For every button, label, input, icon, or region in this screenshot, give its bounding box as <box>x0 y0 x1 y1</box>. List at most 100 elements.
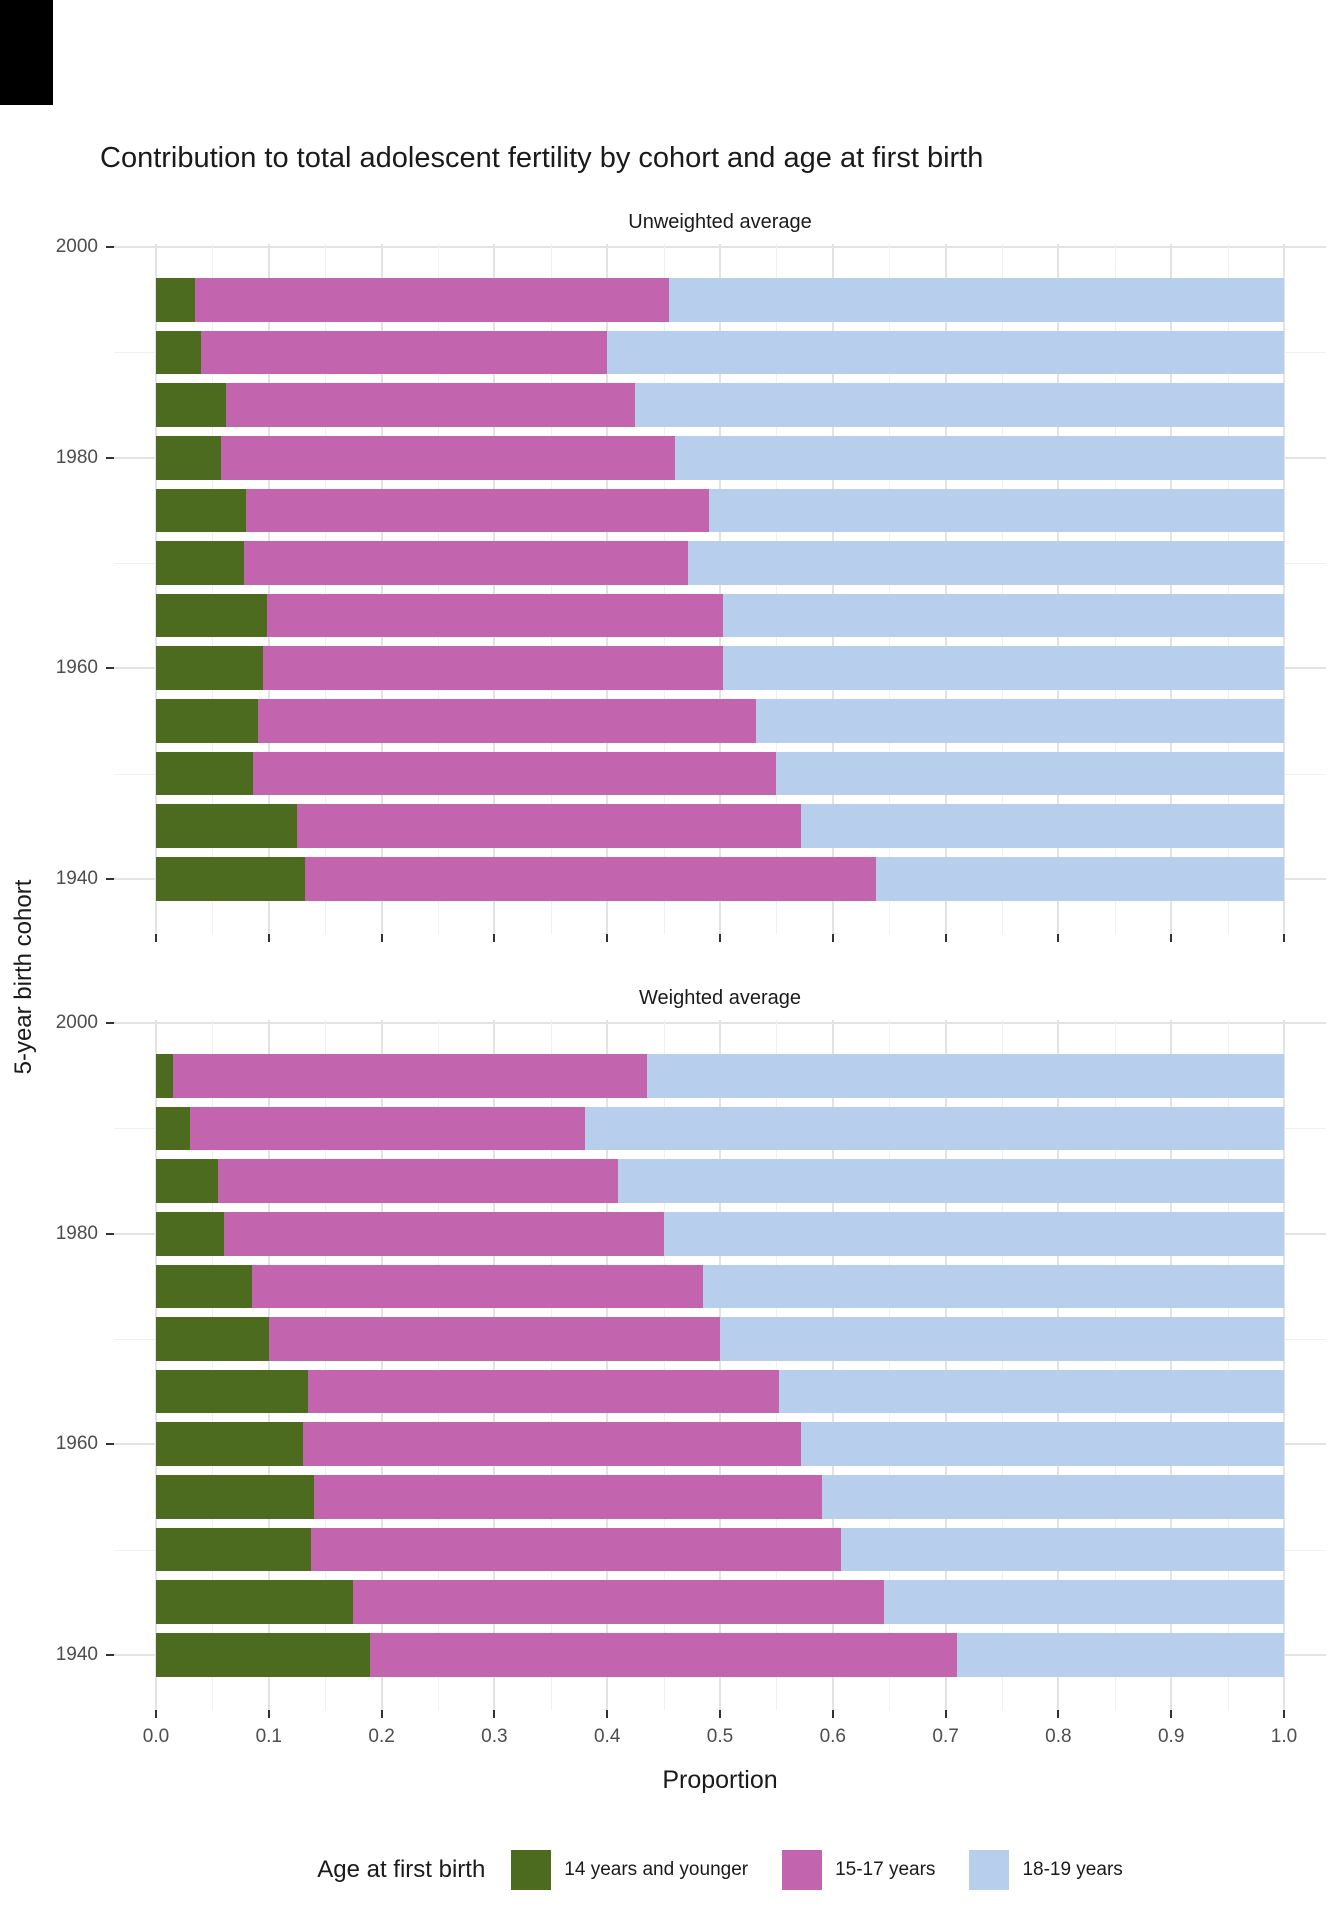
gridline-major <box>719 244 721 934</box>
x-axis-tick <box>944 1710 947 1718</box>
legend-item: 18-19 years <box>969 1850 1123 1890</box>
bar-segment-2 <box>756 699 1284 743</box>
gridline-minor <box>776 1020 778 1710</box>
bar-segment-2 <box>821 1475 1284 1519</box>
gridline-major <box>380 1020 383 1710</box>
gridline-major <box>606 244 609 934</box>
bar-segment-1 <box>195 278 670 322</box>
x-axis-tick <box>1283 934 1285 942</box>
y-axis-labels-weighted: 2000 1980 1960 1940 <box>0 1012 114 1710</box>
bar-segment-2 <box>723 593 1284 638</box>
bar-segment-2 <box>646 1054 1284 1098</box>
bar-segment-1 <box>353 1580 884 1624</box>
gridline-minor <box>1002 1020 1003 1710</box>
y-axis-labels-unweighted: 2000 1980 1960 1940 <box>0 236 114 934</box>
bar-segment-2 <box>663 1211 1284 1256</box>
x-axis-tick <box>1057 934 1060 942</box>
bar-segment-1 <box>221 435 675 480</box>
gridline-major <box>493 1020 496 1710</box>
x-axis-tick <box>606 1710 609 1718</box>
gridline-major <box>267 244 270 934</box>
x-axis-tick <box>155 1710 157 1718</box>
bar-segment-0 <box>156 804 297 848</box>
bar-1960 <box>114 1422 1326 1467</box>
facet-title-weighted: Weighted average <box>639 987 801 1009</box>
legend-key-swatch <box>969 1850 1010 1890</box>
gridline-minor <box>438 1020 439 1710</box>
x-axis-tick <box>1283 1710 1285 1718</box>
bar-1940 <box>114 1633 1326 1677</box>
gridline-major <box>1283 1020 1285 1710</box>
bar-segment-2 <box>708 488 1284 533</box>
x-axis-labels: 0.0 0.1 0.2 0.3 0.4 0.5 0.6 0.7 0.8 0.9 1.0 <box>114 1726 1326 1752</box>
bar-segment-2 <box>776 751 1284 796</box>
bar-segment-1 <box>370 1633 957 1677</box>
bar-1965 <box>114 1369 1326 1414</box>
bar-1985 <box>114 1159 1326 1203</box>
bar-segment-2 <box>618 1159 1284 1203</box>
x-axis-tick <box>493 1710 496 1718</box>
y-axis-tick <box>106 1653 114 1656</box>
x-axis-tick <box>493 934 496 942</box>
bar-segment-1 <box>172 1054 647 1098</box>
x-axis-tick <box>606 934 609 942</box>
x-tick-label: 0.7 <box>932 1726 959 1747</box>
legend-label: 15-17 years <box>835 1859 936 1880</box>
y-axis-tick <box>106 877 114 880</box>
y-tick-label: 1960 <box>55 1433 98 1455</box>
bar-segment-0 <box>156 1580 354 1624</box>
x-axis-tick <box>1170 934 1173 942</box>
x-tick-label: 0.5 <box>706 1726 734 1747</box>
gridline-minor <box>212 244 214 934</box>
bar-segment-2 <box>720 1317 1284 1361</box>
legend-label: 14 years and younger <box>564 1859 749 1880</box>
bar-segment-0 <box>156 1106 190 1151</box>
legend-item: 14 years and younger <box>511 1850 748 1890</box>
legend-label: 18-19 years <box>1022 1859 1123 1880</box>
bar-segment-0 <box>156 541 244 585</box>
gridline-major <box>493 244 496 934</box>
gridline-minor <box>212 1020 214 1710</box>
bar-segment-0 <box>156 383 226 427</box>
x-axis-tick <box>719 934 721 942</box>
bar-segment-2 <box>723 646 1284 691</box>
bar-segment-0 <box>156 857 305 901</box>
bar-1995 <box>114 1054 1326 1098</box>
gridline-major <box>831 244 834 934</box>
bar-segment-1 <box>201 330 608 375</box>
gridline-minor <box>889 1020 891 1710</box>
gridline-minor <box>1227 244 1229 934</box>
x-axis-tick <box>831 1710 834 1718</box>
bar-segment-2 <box>840 1527 1284 1572</box>
legend-items: 14 years and younger 15-17 years 18-19 yea… <box>511 1850 1123 1890</box>
x-axis-title: Proportion <box>662 1766 778 1794</box>
y-tick-label: 2000 <box>55 1012 98 1034</box>
bar-1945 <box>114 1580 1326 1624</box>
legend-key-swatch <box>511 1850 552 1890</box>
x-tick-label: 1.0 <box>1270 1726 1298 1747</box>
gridline-minor <box>1002 244 1003 934</box>
screen-corner-artifact <box>0 0 53 105</box>
gridline-minor <box>550 244 552 934</box>
bar-segment-2 <box>674 435 1284 480</box>
gridline-major <box>944 1020 947 1710</box>
bar-segment-2 <box>801 804 1284 848</box>
gridline-major <box>380 244 383 934</box>
gridline-major <box>719 1020 721 1710</box>
x-axis-tick <box>831 934 834 942</box>
bar-segment-1 <box>302 1422 802 1467</box>
gridline-major <box>1283 244 1285 934</box>
bar-1990 <box>114 330 1326 375</box>
bar-1975 <box>114 1264 1326 1309</box>
bar-segment-2 <box>688 541 1284 585</box>
bar-segment-0 <box>156 699 258 743</box>
gridline-minor <box>1227 1020 1229 1710</box>
bar-segment-2 <box>635 383 1284 427</box>
gridline-minor <box>776 244 778 934</box>
gridline-major <box>606 1020 609 1710</box>
bar-1995 <box>114 278 1326 322</box>
bar-segment-0 <box>156 435 222 480</box>
gridline-major <box>944 244 947 934</box>
bar-segment-0 <box>156 1369 309 1414</box>
